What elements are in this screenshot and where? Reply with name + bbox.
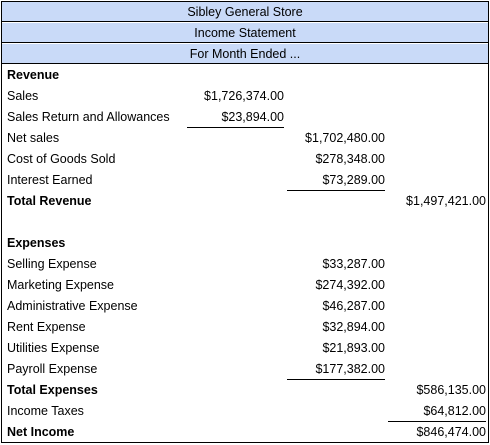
sales-row: Sales $1,726,374.00: [2, 86, 488, 107]
expense-row: Administrative Expense $46,287.00: [2, 296, 488, 317]
expense-value: $32,894.00: [322, 320, 385, 334]
total-expenses-value: $586,135.00: [416, 383, 486, 397]
sales-value: $1,726,374.00: [204, 89, 284, 103]
returns-value: $23,894.00: [187, 107, 284, 128]
revenue-heading-row: Revenue: [2, 65, 488, 86]
income-taxes-label: Income Taxes: [7, 404, 84, 418]
expense-row: Selling Expense $33,287.00: [2, 254, 488, 275]
expenses-heading-row: Expenses: [2, 233, 488, 254]
expense-value: $177,382.00: [287, 359, 385, 380]
expenses-heading: Expenses: [7, 236, 66, 250]
income-taxes-row: Income Taxes $64,812.00: [2, 401, 488, 422]
company-name: Sibley General Store: [2, 2, 488, 22]
income-taxes-value: $64,812.00: [388, 401, 486, 422]
net-income-value: $846,474.00: [416, 425, 486, 439]
cogs-label: Cost of Goods Sold: [7, 152, 116, 166]
expense-label: Selling Expense: [7, 257, 97, 271]
net-sales-value: $1,702,480.00: [305, 131, 385, 145]
cogs-row: Cost of Goods Sold $278,348.00: [2, 149, 488, 170]
expense-label: Marketing Expense: [7, 278, 115, 292]
revenue-heading: Revenue: [7, 68, 60, 82]
net-income-row: Net Income $846,474.00: [2, 422, 488, 443]
returns-row: Sales Return and Allowances $23,894.00: [2, 107, 488, 128]
cogs-value: $278,348.00: [315, 152, 385, 166]
net-sales-row: Net sales $1,702,480.00: [2, 128, 488, 149]
expense-label: Rent Expense: [7, 320, 86, 334]
expense-row: Payroll Expense $177,382.00: [2, 359, 488, 380]
total-expenses-label: Total Expenses: [7, 383, 98, 397]
interest-label: Interest Earned: [7, 173, 93, 187]
expense-value: $274,392.00: [315, 278, 385, 292]
expense-row: Rent Expense $32,894.00: [2, 317, 488, 338]
expense-row: Marketing Expense $274,392.00: [2, 275, 488, 296]
sales-label: Sales: [7, 89, 39, 103]
total-revenue-value: $1,497,421.00: [406, 194, 486, 208]
expense-label: Payroll Expense: [7, 362, 98, 376]
expense-value: $21,893.00: [322, 341, 385, 355]
statement-title: Income Statement: [2, 23, 488, 43]
net-sales-label: Net sales: [7, 131, 60, 145]
total-expenses-row: Total Expenses $586,135.00: [2, 380, 488, 401]
interest-row: Interest Earned $73,289.00: [2, 170, 488, 191]
expense-row: Utilities Expense $21,893.00: [2, 338, 488, 359]
expense-value: $33,287.00: [322, 257, 385, 271]
expense-label: Utilities Expense: [7, 341, 100, 355]
net-income-label: Net Income: [7, 425, 75, 439]
interest-value: $73,289.00: [287, 170, 385, 191]
expense-value: $46,287.00: [322, 299, 385, 313]
expense-label: Administrative Expense: [7, 299, 138, 313]
returns-label: Sales Return and Allowances: [7, 110, 170, 124]
total-revenue-row: Total Revenue $1,497,421.00: [2, 191, 488, 212]
total-revenue-label: Total Revenue: [7, 194, 92, 208]
statement-period: For Month Ended ...: [2, 44, 488, 64]
